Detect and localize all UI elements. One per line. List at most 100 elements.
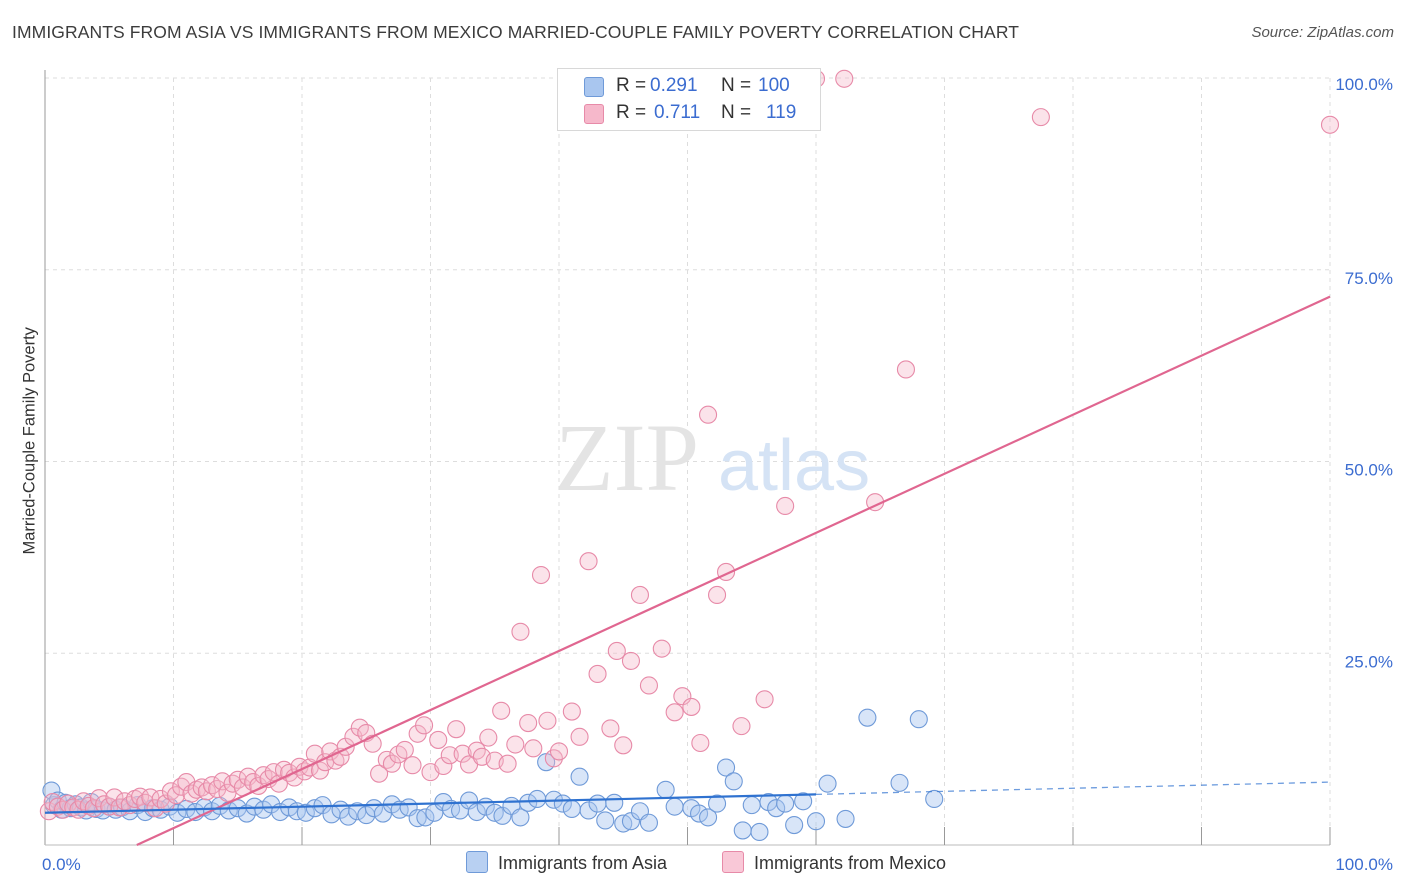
- legend-r-value: 0.291: [650, 75, 698, 96]
- data-point-mexico: [453, 744, 472, 763]
- data-point-mexico: [1320, 115, 1340, 134]
- data-point-mexico: [146, 799, 165, 818]
- data-point-asia: [570, 767, 589, 786]
- data-point-mexico: [48, 797, 67, 816]
- bottom-legend-label-mexico: Immigrants from Mexico: [754, 853, 947, 873]
- legend-n-label: N =: [721, 102, 752, 123]
- data-point-mexico: [415, 716, 434, 735]
- data-point-asia: [836, 809, 855, 828]
- data-point-asia: [733, 821, 752, 840]
- data-point-asia: [724, 772, 743, 791]
- data-point-mexico: [395, 740, 414, 759]
- data-point-asia: [442, 799, 461, 819]
- data-point-asia: [925, 789, 944, 809]
- bottom-legend-swatch-mexico: [722, 851, 744, 873]
- data-point-asia: [806, 812, 826, 831]
- data-point-mexico: [639, 676, 659, 695]
- y-tick-label: 75.0%: [1345, 269, 1393, 288]
- legend-swatch-mexico: [584, 104, 604, 124]
- bottom-legend-label-asia: Immigrants from Asia: [498, 853, 668, 873]
- data-point-mexico: [570, 727, 589, 746]
- data-point-mexico: [506, 735, 525, 754]
- legend-n-value: 100: [758, 75, 790, 96]
- data-point-mexico: [699, 405, 718, 424]
- y-tick-label: 50.0%: [1345, 461, 1393, 480]
- y-tick-labels: 25.0% 50.0% 75.0% 100.0%: [1335, 75, 1393, 671]
- data-point-mexico: [69, 800, 88, 819]
- data-point-asia: [776, 794, 795, 813]
- data-point-mexico: [538, 711, 557, 730]
- data-point-asia: [716, 758, 736, 777]
- y-tick-label: 25.0%: [1345, 652, 1393, 671]
- data-point-mexico: [519, 713, 538, 733]
- data-point-mexico: [382, 754, 402, 773]
- data-point-asia: [890, 773, 909, 792]
- chart-title: IMMIGRANTS FROM ASIA VS IMMIGRANTS FROM …: [12, 22, 1020, 42]
- trendline-mexico: [136, 295, 1331, 846]
- data-point-mexico: [708, 585, 727, 605]
- data-point-mexico: [498, 754, 517, 773]
- data-point-mexico: [562, 702, 581, 721]
- y-tick-label: 100.0%: [1335, 75, 1393, 94]
- data-point-mexico: [614, 736, 633, 755]
- data-point-asia: [493, 806, 512, 825]
- data-point-mexico: [896, 360, 916, 379]
- data-point-mexico: [835, 69, 854, 88]
- bottom-legend-asia: Immigrants from Asia: [466, 851, 667, 877]
- bottom-legend-mexico: Immigrants from Mexico: [722, 851, 946, 877]
- data-point-mexico: [447, 720, 466, 739]
- data-point-asia: [528, 789, 547, 809]
- bottom-legend-swatch-asia: [466, 851, 488, 873]
- legend-r-label: R =: [616, 75, 647, 96]
- data-point-mexico: [579, 552, 598, 571]
- y-axis-label: Married-Couple Family Poverty: [20, 327, 39, 555]
- data-point-mexico: [776, 496, 795, 516]
- data-point-asia: [596, 811, 615, 830]
- data-point-mexico: [479, 728, 498, 747]
- asia-series-points: [42, 708, 944, 842]
- x-tick-label: 0.0%: [42, 855, 81, 874]
- legend-r-label: R =: [616, 102, 647, 123]
- data-point-asia: [237, 804, 256, 823]
- data-point-mexico: [105, 788, 124, 807]
- data-point-mexico: [1031, 108, 1050, 127]
- data-point-asia: [621, 812, 641, 831]
- data-point-mexico: [601, 719, 620, 738]
- data-point-mexico: [691, 733, 710, 753]
- legend-swatch-asia: [584, 77, 604, 97]
- data-point-asia: [588, 794, 607, 813]
- data-point-mexico: [755, 690, 774, 709]
- data-point-mexico: [370, 764, 389, 783]
- trendline-asia-extension: [815, 781, 1331, 796]
- data-point-asia: [742, 796, 761, 815]
- data-point-asia: [562, 799, 581, 819]
- data-point-asia: [416, 808, 435, 827]
- data-point-mexico: [652, 639, 671, 658]
- data-point-asia: [708, 794, 727, 813]
- data-point-mexico: [511, 622, 530, 641]
- x-tick-label: 100.0%: [1335, 855, 1393, 874]
- data-point-mexico: [607, 641, 626, 660]
- data-point-mexico: [434, 756, 453, 776]
- data-point-mexico: [363, 734, 382, 753]
- source-label: Source: ZipAtlas.com: [1251, 24, 1394, 41]
- mexico-series-points: [39, 69, 1340, 821]
- data-point-mexico: [630, 585, 650, 605]
- data-point-asia: [858, 708, 877, 727]
- data-point-mexico: [588, 664, 607, 684]
- data-point-mexico: [492, 701, 511, 720]
- data-point-mexico: [665, 703, 684, 722]
- data-point-asia: [408, 809, 427, 828]
- watermark: ZIP atlas: [555, 404, 870, 511]
- axes: [44, 70, 1331, 846]
- data-point-mexico: [621, 651, 641, 670]
- data-point-mexico: [167, 786, 186, 805]
- data-point-asia: [699, 808, 718, 827]
- x-tick-labels: 0.0% 100.0%: [42, 855, 1393, 874]
- watermark-zip: ZIP: [555, 404, 699, 511]
- data-point-mexico: [429, 730, 448, 749]
- data-point-asia: [690, 804, 709, 823]
- correlation-legend: R = 0.291 N = 100 R = 0.711 N = 119: [557, 68, 821, 131]
- data-point-asia: [639, 813, 659, 832]
